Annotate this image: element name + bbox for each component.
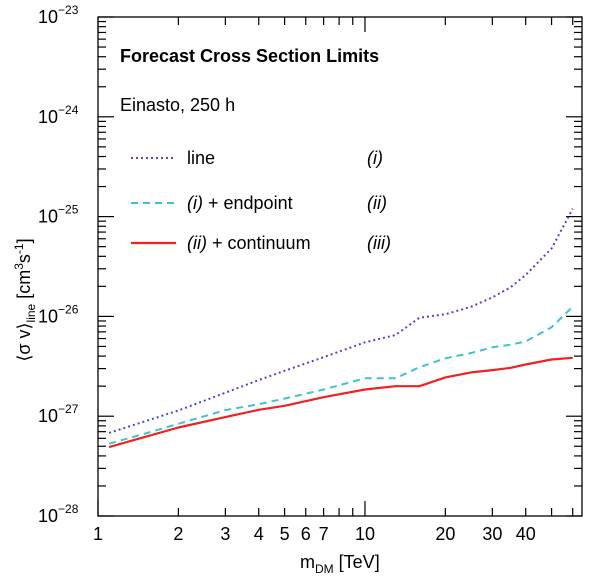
legend-tag-continuum: (iii): [367, 233, 391, 253]
y-tick-label: 10−26: [38, 302, 79, 326]
y-ticks-layer: 10−28 10−27 10−26 10−25 10−24 10−23: [38, 3, 582, 526]
y-tick-label: 10−25: [38, 203, 79, 227]
x-tick-label: 5: [280, 524, 290, 544]
series-line-1: [108, 305, 574, 445]
x-tick-label: 1: [93, 524, 103, 544]
x-ticks-layer: 1 2 3 4 5 6 7 10 20 30 40: [93, 17, 574, 544]
y-tick-label: 10−23: [38, 3, 79, 27]
chart-title: Forecast Cross Section Limits: [120, 46, 379, 66]
plot-frame: [97, 16, 583, 517]
series-line-0: [108, 208, 574, 434]
legend-label-endpoint: (i) + endpoint: [187, 193, 293, 213]
legend-label-line: line: [187, 148, 215, 168]
y-tick-label: 10−27: [38, 402, 79, 426]
legend-tag-line: (i): [367, 148, 383, 168]
x-tick-label: 6: [301, 524, 311, 544]
plot-frame-layer: [97, 16, 583, 517]
legend-tag-endpoint: (ii): [367, 193, 387, 213]
series-line-2: [108, 356, 573, 449]
legend-label-continuum: (ii) + continuum: [187, 233, 311, 253]
y-axis-label: ⟨σ v⟩line [cm3s-1]: [12, 238, 38, 361]
chart-subtitle: Einasto, 250 h: [120, 95, 235, 115]
x-axis-label: mDM [TeV]: [300, 552, 380, 576]
legend: line (i) (i) + endpoint (ii) (ii) + cont…: [131, 148, 391, 253]
x-tick-label: 20: [435, 524, 455, 544]
series-layer: [108, 208, 574, 449]
x-tick-label: 2: [173, 524, 183, 544]
x-tick-label: 3: [220, 524, 230, 544]
x-tick-label: 30: [482, 524, 502, 544]
x-tick-label: 7: [319, 524, 329, 544]
y-tick-label: 10−24: [38, 103, 79, 127]
x-tick-label: 10: [355, 524, 375, 544]
x-tick-label: 40: [516, 524, 536, 544]
y-tick-label: 10−28: [38, 502, 79, 526]
x-tick-label: 4: [254, 524, 264, 544]
